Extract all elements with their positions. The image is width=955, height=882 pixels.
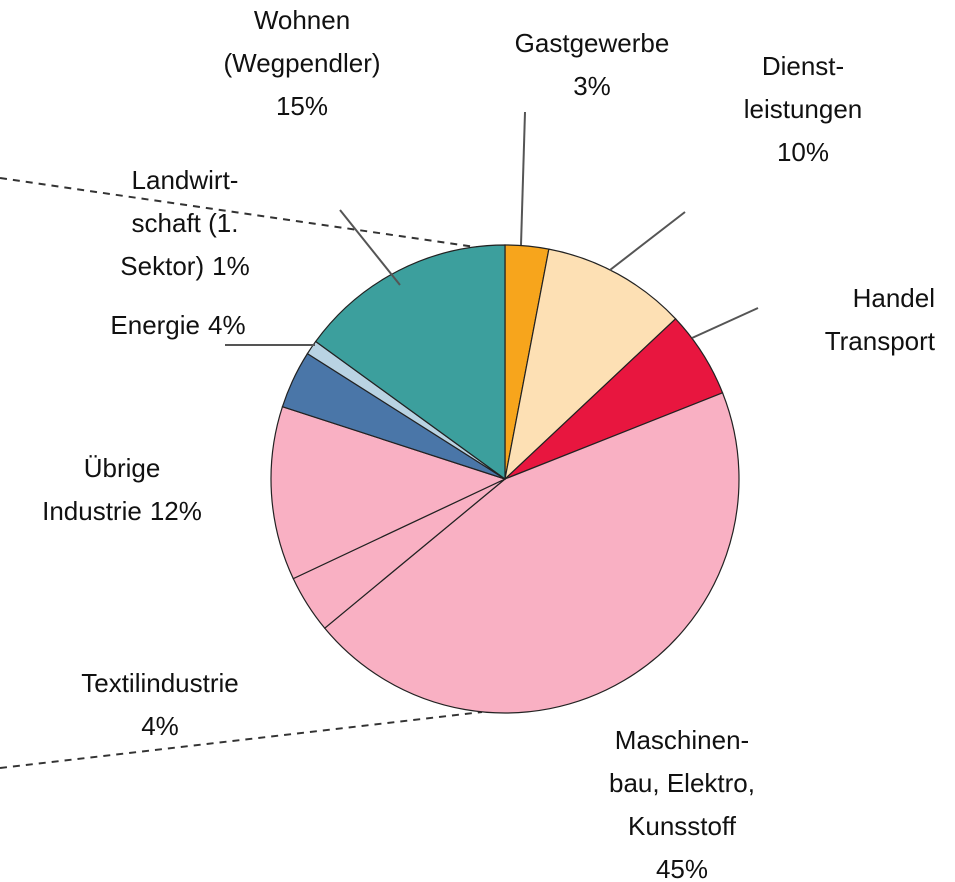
slice-label: Wohnen (Wegpendler) <box>223 5 380 78</box>
leader-line <box>339 209 401 286</box>
slice-label: Übrige Industrie <box>42 453 160 526</box>
slice-label: Landwirt-schaft (1. Sektor) <box>120 165 238 281</box>
value-label: 3% <box>573 71 611 101</box>
value-label: 45% <box>656 854 708 882</box>
value-label: 4% <box>141 711 179 741</box>
connector-line <box>0 177 483 249</box>
slice-label: Gastgewerbe <box>515 28 670 58</box>
leader-line <box>691 307 759 339</box>
value-label: 15% <box>276 91 328 121</box>
connector-line <box>0 711 483 769</box>
leader-line <box>609 211 686 271</box>
slice-label: Dienst-leistungen <box>744 51 863 124</box>
pie <box>270 244 740 714</box>
value-label: 1% <box>212 251 250 281</box>
pie-slice <box>314 244 506 481</box>
pie-slice <box>504 248 677 481</box>
value-label: 10% <box>777 137 829 167</box>
value-label: 12% <box>150 496 202 526</box>
value-label: 4% <box>208 310 246 340</box>
slice-label: Energie <box>110 310 200 340</box>
pie-slice <box>323 392 740 714</box>
slice-label: Maschinen-bau, Elektro, Kunsstoff <box>609 725 755 841</box>
pie-slice <box>270 405 507 580</box>
slice-label: Handel Transport <box>825 283 936 356</box>
leader-line <box>520 111 526 246</box>
slice-label: Textilindustrie <box>81 668 239 698</box>
